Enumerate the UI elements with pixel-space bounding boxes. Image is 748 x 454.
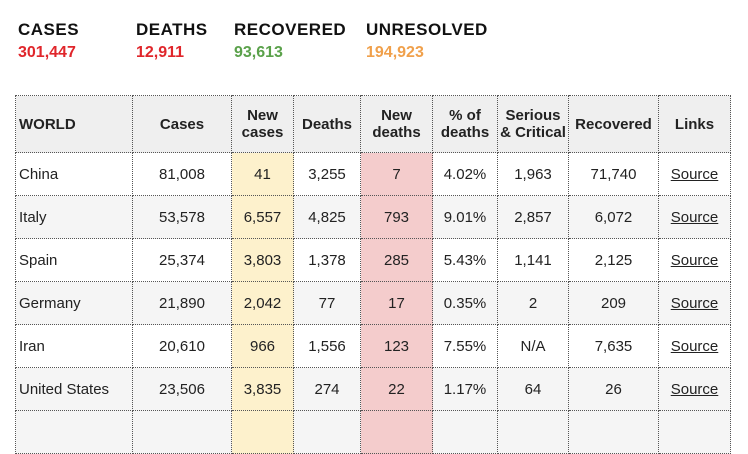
column-header[interactable]: Serious & Critical — [497, 95, 569, 153]
cell-new-cases: 6,557 — [231, 195, 294, 239]
table-row: Italy 53,578 6,557 4,825 793 9.01% 2,857 6,072 S… — [15, 195, 731, 239]
stat-recovered: RECOVERED 93,613 — [234, 20, 347, 61]
cell-links: Source — [658, 367, 731, 411]
cell-serious-critical: 1,141 — [497, 238, 569, 282]
cell-cases: 25,374 — [132, 238, 232, 282]
cell-links: Source — [658, 195, 731, 239]
cell-world: Spain — [15, 238, 133, 282]
cell-new-cases: 3,803 — [231, 238, 294, 282]
column-header[interactable]: Deaths — [293, 95, 361, 153]
column-header[interactable]: WORLD — [15, 95, 133, 153]
cell-links: Source — [658, 281, 731, 325]
cell-serious-critical: N/A — [497, 324, 569, 368]
stat-cases: CASES 301,447 — [18, 20, 80, 61]
cell-recovered: 6,072 — [568, 195, 659, 239]
cell-serious-critical: 1,963 — [497, 152, 569, 196]
cell--of-deaths: 1.17% — [432, 367, 498, 411]
cell-deaths: 3,255 — [293, 152, 361, 196]
cell-world: United States — [15, 367, 133, 411]
cell-new-deaths: 22 — [360, 367, 433, 411]
cell-cases: 21,890 — [132, 281, 232, 325]
source-link[interactable]: Source — [670, 208, 719, 226]
cell-serious-critical: 64 — [497, 367, 569, 411]
column-header[interactable]: New deaths — [360, 95, 433, 153]
cell-recovered: 7,635 — [568, 324, 659, 368]
cell-serious-critical: 2,857 — [497, 195, 569, 239]
summary-stats: CASES 301,447 DEATHS 12,911 RECOVERED 93,61… — [18, 20, 504, 62]
stat-deaths: DEATHS 12,911 — [136, 20, 208, 61]
source-link[interactable]: Source — [670, 251, 719, 269]
cell--of-deaths: 5.43% — [432, 238, 498, 282]
cell--of-deaths: 4.02% — [432, 152, 498, 196]
cell-world: Italy — [15, 195, 133, 239]
cell-recovered: 2,125 — [568, 238, 659, 282]
source-link[interactable]: Source — [670, 337, 719, 355]
source-link[interactable]: Source — [670, 294, 719, 312]
column-header[interactable]: New cases — [231, 95, 294, 153]
cell-recovered: 71,740 — [568, 152, 659, 196]
table-row: Spain 25,374 3,803 1,378 285 5.43% 1,141 2,125 S… — [15, 238, 731, 282]
cell-cases: 23,506 — [132, 367, 232, 411]
column-header[interactable]: Links — [658, 95, 731, 153]
cell-links: Source — [658, 324, 731, 368]
table-row: Iran 20,610 966 1,556 123 7.55% N/A 7,635 Source — [15, 324, 731, 368]
source-link[interactable]: Source — [670, 380, 719, 398]
cell-links: Source — [658, 238, 731, 282]
cell-new-deaths: 17 — [360, 281, 433, 325]
cell--of-deaths: 7.55% — [432, 324, 498, 368]
cell-new-cases: 2,042 — [231, 281, 294, 325]
cell-new-cases: 41 — [231, 152, 294, 196]
cell-new-deaths: 793 — [360, 195, 433, 239]
table-row: Germany 21,890 2,042 77 17 0.35% 2 209 Source — [15, 281, 731, 325]
world-cases-table: WORLD Cases New cases Deaths New deaths% of … — [15, 95, 731, 454]
cell-recovered: 26 — [568, 367, 659, 411]
stat-unresolved: UNRESOLVED 194,923 — [366, 20, 488, 61]
cell-cases: 53,578 — [132, 195, 232, 239]
cell-links: Source — [658, 152, 731, 196]
cell-deaths: 77 — [293, 281, 361, 325]
cell-new-cases: 966 — [231, 324, 294, 368]
column-header[interactable]: Recovered — [568, 95, 659, 153]
cell-recovered: 209 — [568, 281, 659, 325]
cell-new-deaths: 123 — [360, 324, 433, 368]
cell--of-deaths: 9.01% — [432, 195, 498, 239]
column-header[interactable]: % of deaths — [432, 95, 498, 153]
cell-deaths: 4,825 — [293, 195, 361, 239]
cell-deaths: 274 — [293, 367, 361, 411]
cell-world: Germany — [15, 281, 133, 325]
cell-new-cases: 3,835 — [231, 367, 294, 411]
cell-world: Iran — [15, 324, 133, 368]
cell-cases: 81,008 — [132, 152, 232, 196]
table-row: China 81,008 41 3,255 7 4.02% 1,963 71,740 Sourc… — [15, 152, 731, 196]
cell-new-deaths: 7 — [360, 152, 433, 196]
cell--of-deaths: 0.35% — [432, 281, 498, 325]
cell-deaths: 1,378 — [293, 238, 361, 282]
cell-world: China — [15, 152, 133, 196]
cell-new-deaths: 285 — [360, 238, 433, 282]
table-header: WORLD Cases New cases Deaths New deaths% of … — [15, 95, 731, 153]
cell-deaths: 1,556 — [293, 324, 361, 368]
table-row: United States 23,506 3,835 274 22 1.17% 64 26 So… — [15, 367, 731, 411]
source-link[interactable]: Source — [670, 165, 719, 183]
column-header[interactable]: Cases — [132, 95, 232, 153]
cell-serious-critical: 2 — [497, 281, 569, 325]
cell-cases: 20,610 — [132, 324, 232, 368]
